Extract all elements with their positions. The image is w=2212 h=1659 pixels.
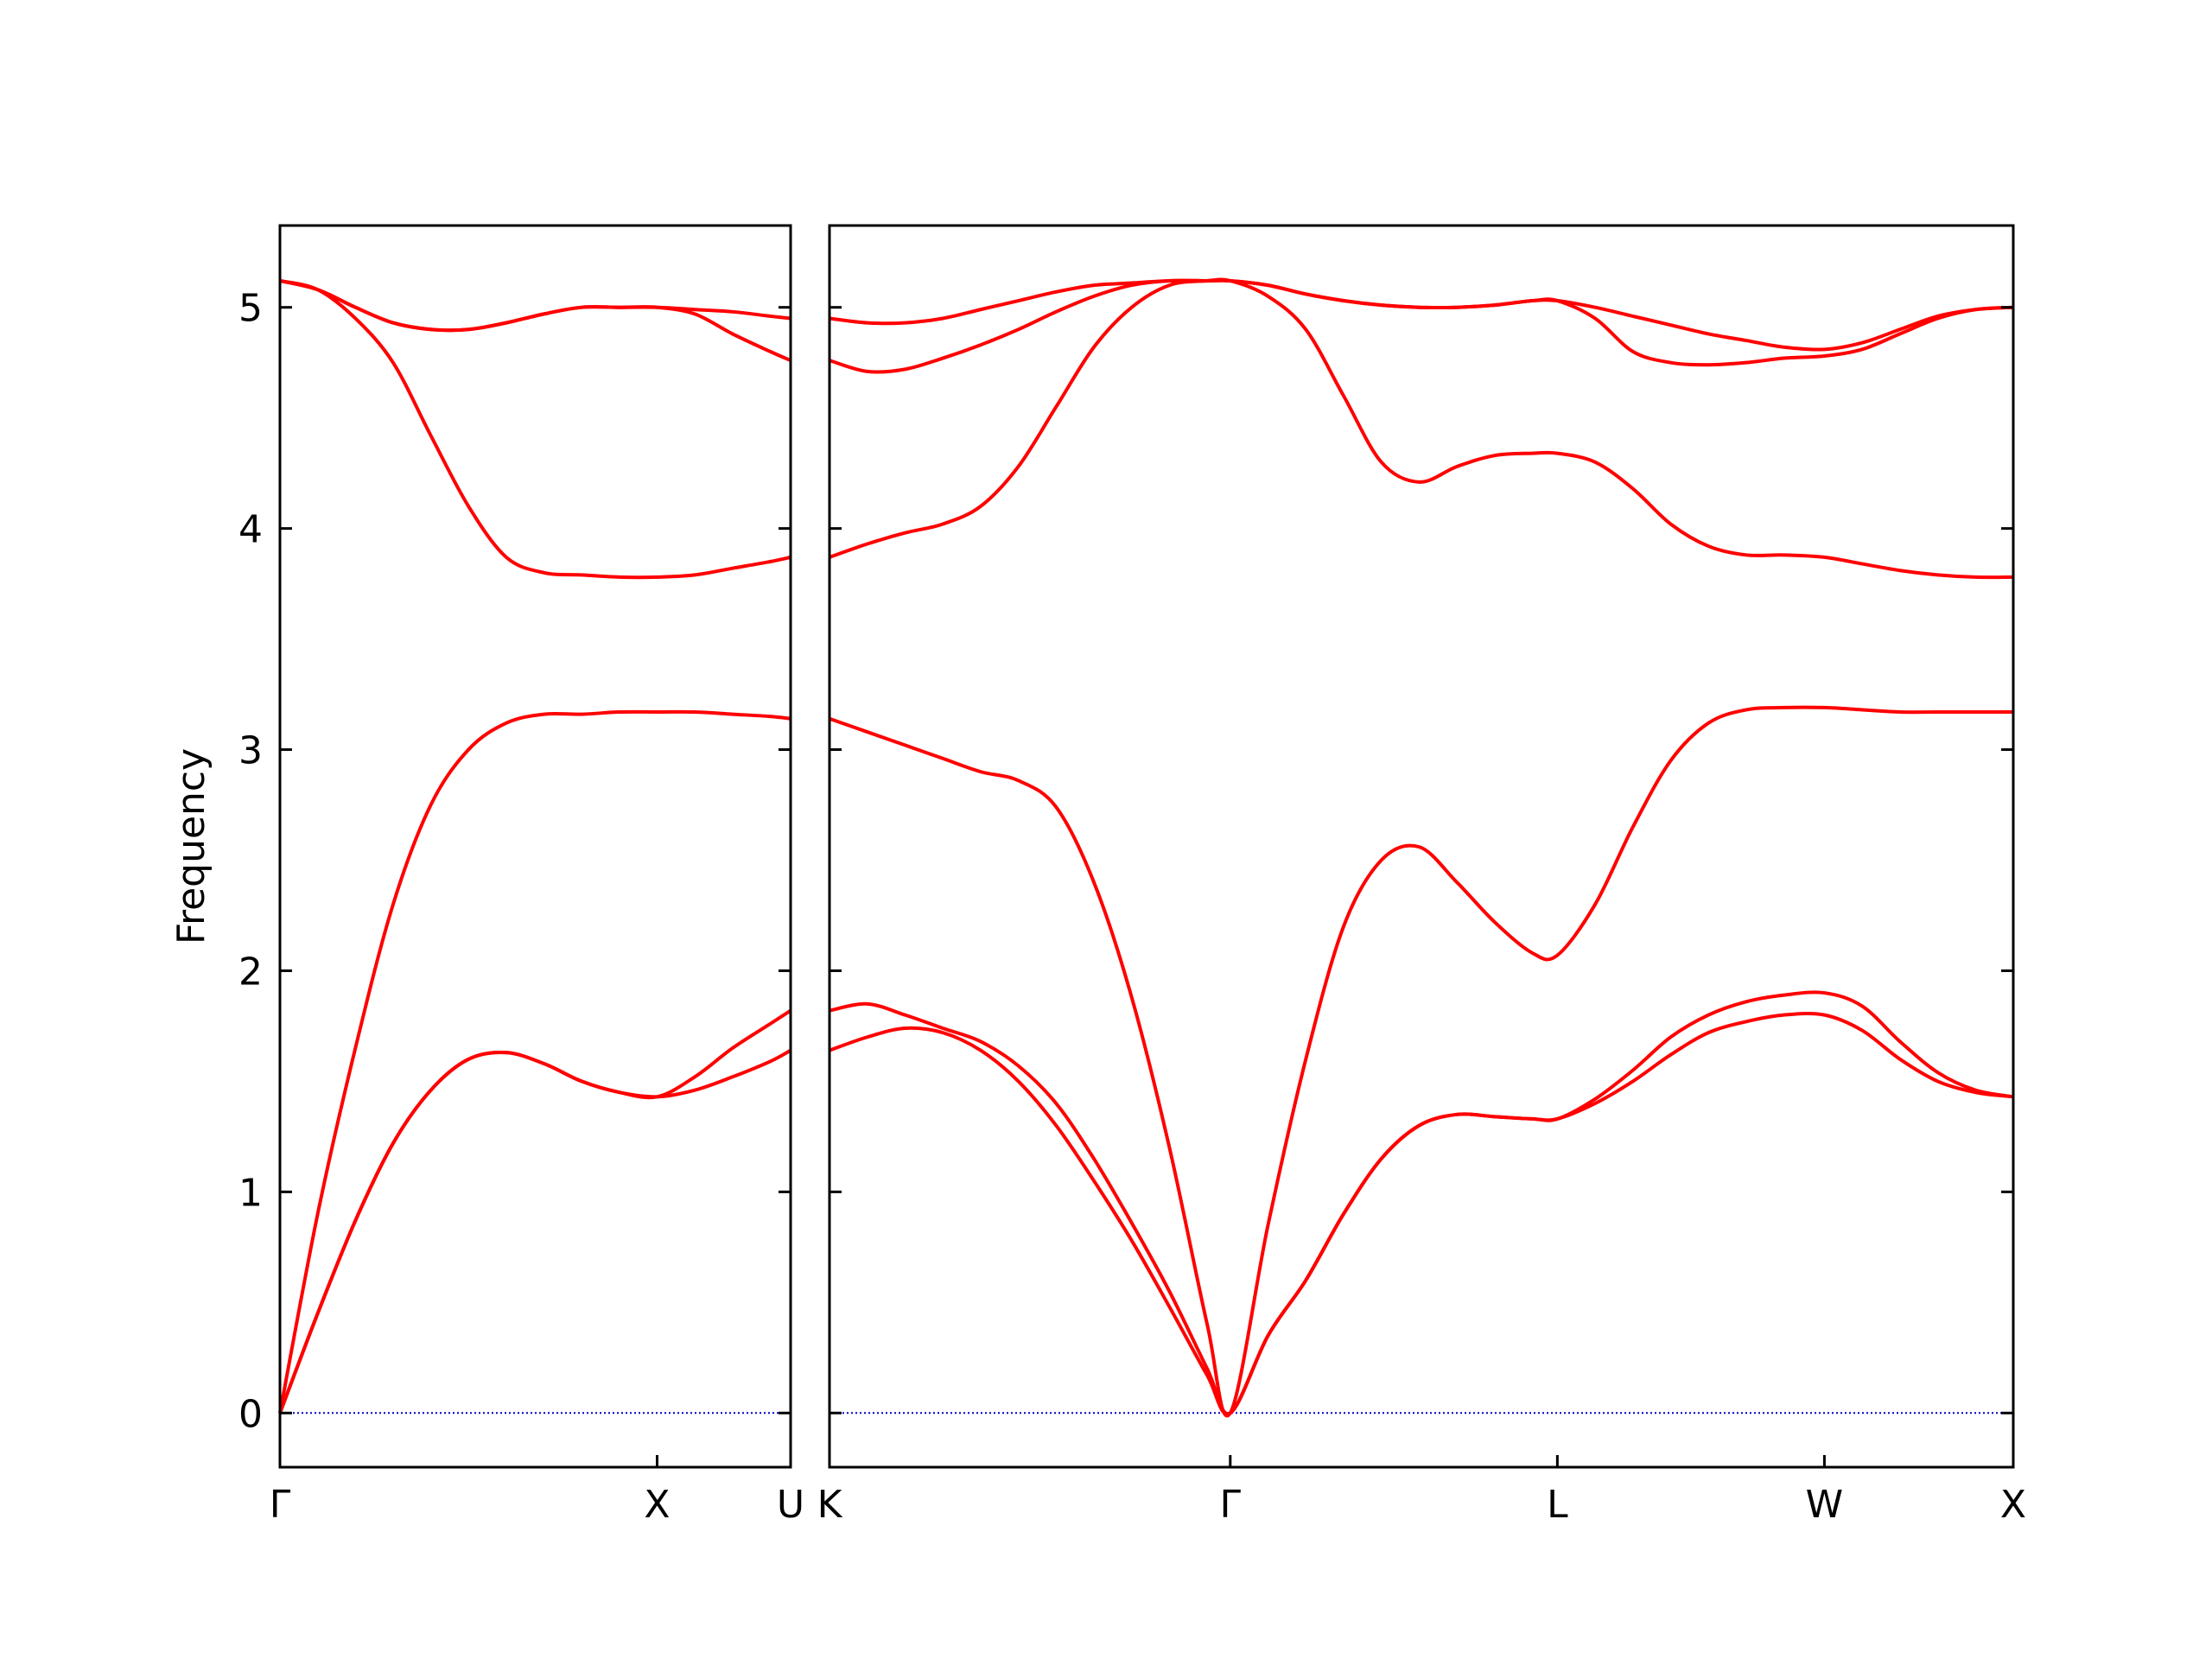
x-tick-label: Γ: [270, 1483, 291, 1527]
x-tick-label: X: [644, 1483, 670, 1527]
y-tick-label: 1: [238, 1171, 263, 1215]
band-line: [829, 705, 2013, 1418]
band-line: [279, 279, 791, 580]
x-tick-label: X: [2000, 1483, 2026, 1527]
band-line: [278, 709, 791, 1414]
y-tick-label: 2: [238, 950, 263, 994]
x-tick-label: Γ: [1220, 1483, 1242, 1527]
y-tick-label: 4: [238, 508, 263, 552]
band-line: [829, 277, 2014, 580]
band-line: [829, 990, 2014, 1416]
band-line: [829, 278, 2014, 352]
x-tick-label: K: [817, 1483, 843, 1527]
x-tick-label: W: [1806, 1483, 1844, 1527]
band-line: [278, 1008, 792, 1414]
y-axis-label: Frequency: [169, 748, 213, 944]
y-tick-label: 3: [238, 729, 263, 773]
x-tick-label: L: [1547, 1483, 1568, 1527]
x-tick-label: U: [777, 1483, 804, 1527]
y-tick-label: 0: [238, 1392, 263, 1436]
plot-frame: [278, 224, 792, 1469]
band-line: [279, 279, 791, 333]
plot-frame: [828, 224, 2015, 1469]
y-tick-label: 5: [238, 287, 263, 331]
